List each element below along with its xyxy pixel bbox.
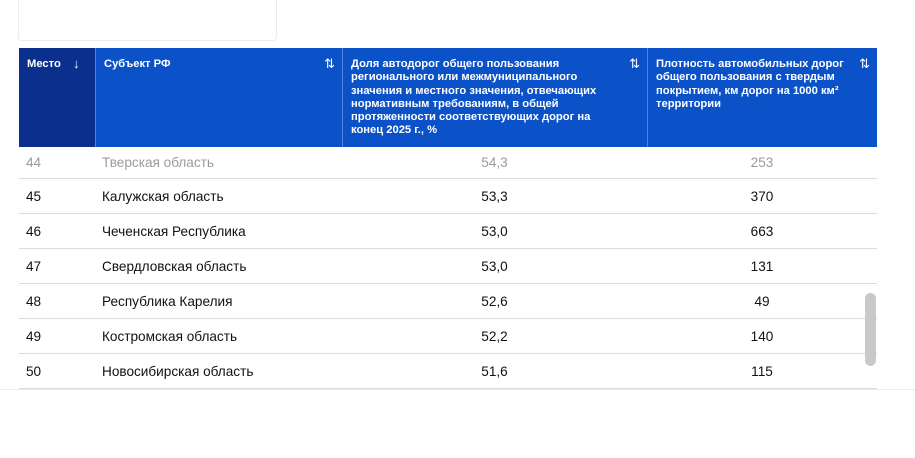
cell-subject: Тверская область xyxy=(102,155,214,170)
divider xyxy=(0,389,915,390)
sort-toggle-icon[interactable]: ⇅ xyxy=(324,56,335,71)
cell-place: 46 xyxy=(26,223,42,239)
cell-place: 44 xyxy=(26,155,42,170)
column-header-density[interactable]: Плотность автомобильных дорог общего пол… xyxy=(647,48,877,147)
cell-place: 50 xyxy=(26,363,42,379)
cell-share: 53,0 xyxy=(481,258,508,274)
column-header-subject[interactable]: Субъект РФ ⇅ xyxy=(95,48,342,147)
table-row: 50 Новосибирская область 51,6 115 xyxy=(19,354,877,389)
table-row: 46 Чеченская Республика 53,0 663 xyxy=(19,214,877,249)
cell-density: 140 xyxy=(750,328,774,344)
cell-subject: Свердловская область xyxy=(102,258,247,274)
cell-subject: Калужская область xyxy=(102,188,224,204)
cell-subject: Республика Карелия xyxy=(102,293,233,309)
table-row: 49 Костромская область 52,2 140 xyxy=(19,319,877,354)
ranking-table: Место ↓ Субъект РФ ⇅ Доля автодорог обще… xyxy=(19,48,877,389)
cell-place: 47 xyxy=(26,258,42,274)
cell-share: 52,6 xyxy=(481,293,508,309)
cell-density: 370 xyxy=(750,188,774,204)
cell-place: 49 xyxy=(26,328,42,344)
column-header-share-label: Доля автодорог общего пользования регион… xyxy=(351,58,597,137)
table-row: 47 Свердловская область 53,0 131 xyxy=(19,249,877,284)
sort-descending-icon[interactable]: ↓ xyxy=(73,56,80,71)
cell-share: 54,3 xyxy=(481,155,508,170)
cell-place: 48 xyxy=(26,293,42,309)
column-header-subject-label: Субъект РФ xyxy=(104,58,171,70)
cell-density: 131 xyxy=(750,258,774,274)
cell-density: 253 xyxy=(750,155,774,170)
table-row: 45 Калужская область 53,3 370 xyxy=(19,179,877,214)
vertical-scrollbar-thumb[interactable] xyxy=(865,293,876,366)
cell-density: 663 xyxy=(750,223,774,239)
sort-toggle-icon[interactable]: ⇅ xyxy=(629,56,640,71)
table-row: 44 Тверская область 54,3 253 xyxy=(19,147,877,179)
cell-share: 53,0 xyxy=(481,223,508,239)
table-header: Место ↓ Субъект РФ ⇅ Доля автодорог обще… xyxy=(19,48,877,147)
cell-subject: Новосибирская область xyxy=(102,363,254,379)
cell-subject: Чеченская Республика xyxy=(102,223,246,239)
table-body: 44 Тверская область 54,3 253 45 Калужска… xyxy=(19,147,877,389)
column-header-place-label: Место xyxy=(27,58,61,70)
table-row: 48 Республика Карелия 52,6 49 xyxy=(19,284,877,319)
column-header-place[interactable]: Место ↓ xyxy=(19,48,95,147)
column-header-density-label: Плотность автомобильных дорог общего пол… xyxy=(656,58,844,110)
cell-subject: Костромская область xyxy=(102,328,238,344)
sort-toggle-icon[interactable]: ⇅ xyxy=(859,56,870,71)
cell-share: 52,2 xyxy=(481,328,508,344)
search-box[interactable] xyxy=(18,0,277,41)
cell-density: 115 xyxy=(751,363,773,379)
cell-share: 53,3 xyxy=(481,188,508,204)
cell-density: 49 xyxy=(754,293,770,309)
cell-share: 51,6 xyxy=(481,363,508,379)
cell-place: 45 xyxy=(26,188,42,204)
column-header-share[interactable]: Доля автодорог общего пользования регион… xyxy=(342,48,647,147)
